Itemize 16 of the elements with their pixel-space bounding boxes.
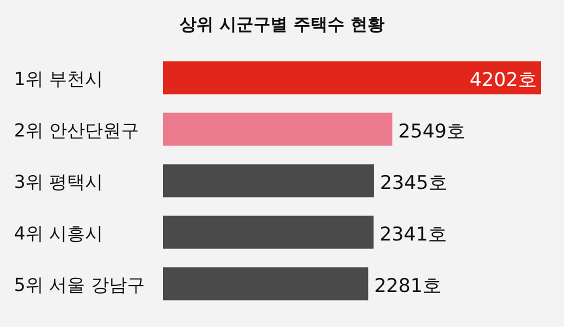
- bar: [163, 112, 392, 146]
- data-label: 2345호: [380, 172, 448, 194]
- chart-title: 상위 시군구별 주택수 현황: [180, 15, 384, 35]
- y-tick-label: 3위 평택시: [14, 172, 104, 193]
- y-tick-label: 4위 시흥시: [14, 223, 104, 244]
- data-label: 2281호: [374, 274, 442, 297]
- data-label: 2549호: [398, 120, 466, 142]
- data-label: 2341호: [380, 223, 447, 246]
- bar: [163, 216, 374, 249]
- bar: [163, 267, 368, 300]
- y-tick-label: 1위 부천시: [14, 68, 104, 90]
- bar: [163, 61, 541, 94]
- y-tick-label: 5위 서울 강남구: [14, 274, 145, 296]
- data-label: 4202호: [470, 68, 537, 91]
- y-tick-label: 2위 안산단원구: [14, 120, 140, 142]
- bar: [163, 164, 374, 198]
